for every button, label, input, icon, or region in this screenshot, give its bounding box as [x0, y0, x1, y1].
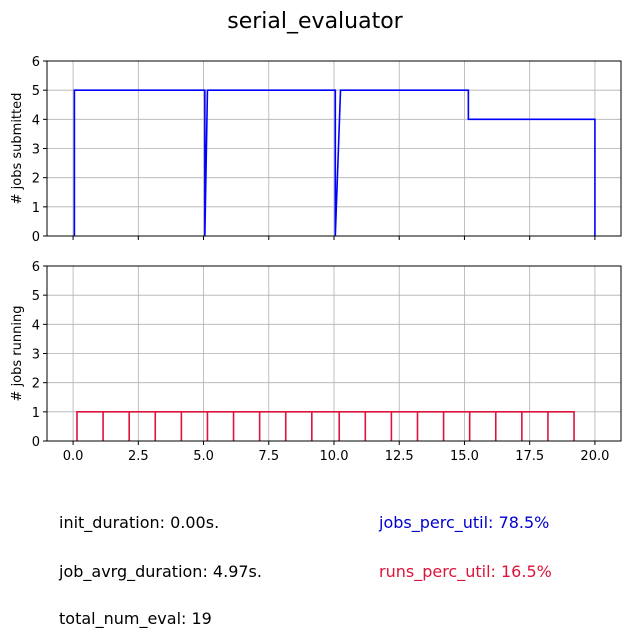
x-tick-label: 12.5: [385, 449, 414, 464]
x-tick-label: 10.0: [320, 449, 349, 464]
y-axis-label: # jobs submitted: [10, 93, 25, 205]
y-tick-label: 3: [32, 348, 40, 363]
y-tick-label: 6: [32, 260, 40, 275]
y-tick-label: 2: [32, 377, 40, 392]
y-tick-label: 1: [32, 201, 40, 216]
x-tick-label: 5.0: [193, 449, 214, 464]
panel-submitted: 0 1 2 3 4 5 6 # jobs submitted: [10, 55, 622, 245]
x-tick-label: 20.0: [580, 449, 609, 464]
y-tick-label: 4: [32, 113, 40, 128]
y-tick-label: 2: [32, 172, 40, 187]
y-tick-label: 5: [32, 289, 40, 304]
y-tick-label: 3: [32, 143, 40, 158]
x-tick-label: 2.5: [128, 449, 149, 464]
y-axis-label: # jobs running: [10, 306, 25, 402]
y-tick-label: 1: [32, 406, 40, 421]
x-tick-label: 7.5: [258, 449, 279, 464]
y-tick-label: 5: [32, 84, 40, 99]
y-tick-label: 6: [32, 55, 40, 70]
y-tick-label: 4: [32, 318, 40, 333]
stat-init-duration: init_duration: 0.00s.: [59, 513, 220, 532]
panel-running: 0 1 2 3 4 5 6 0.0 2.5 5.0 7.5 10.0 12.5 15.0 17.5 20.0 #…: [10, 260, 622, 464]
y-tick-label: 0: [32, 230, 40, 245]
y-tick-label: 0: [32, 435, 40, 450]
submitted-series-line: [73, 89, 596, 237]
running-series-line: [76, 411, 575, 441]
stat-runs-perc-util: runs_perc_util: 16.5%: [379, 562, 552, 581]
x-tick-label: 17.5: [515, 449, 544, 464]
stat-job-avrg-duration: job_avrg_duration: 4.97s.: [59, 562, 262, 581]
x-tick-label: 0.0: [63, 449, 84, 464]
x-tick-label: 15.0: [450, 449, 479, 464]
stat-jobs-perc-util: jobs_perc_util: 78.5%: [379, 513, 550, 532]
stat-total-num-eval: total_num_eval: 19: [59, 609, 212, 628]
panels: 0 1 2 3 4 5 6 # jobs submitted 0 1 2 3 4 5 6 0.0 2.5 5.0 7…: [10, 55, 622, 464]
chart-title: serial_evaluator: [227, 9, 403, 34]
